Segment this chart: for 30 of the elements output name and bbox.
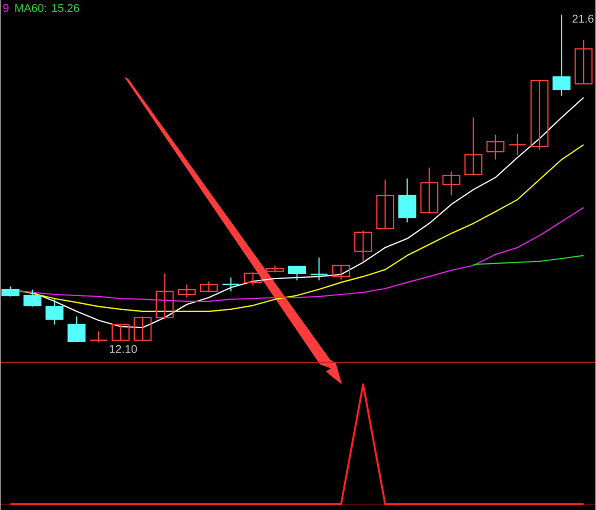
candlestick [156, 272, 174, 320]
candlestick [376, 178, 394, 230]
candlestick [90, 330, 108, 343]
candlestick [310, 256, 328, 281]
candlestick [398, 178, 416, 223]
candlestick [68, 316, 86, 342]
candlestick [200, 280, 218, 293]
candlestick [552, 14, 571, 96]
candlestick [354, 230, 372, 262]
annotation: 12.10 [110, 344, 137, 353]
candlestick [442, 171, 460, 196]
candlestick [420, 166, 438, 214]
candlestick [464, 116, 482, 175]
candlestick [508, 133, 526, 156]
text: MA60: 15.26 [15, 4, 80, 12]
candlestick [222, 276, 240, 292]
candlestick [486, 134, 504, 160]
candlestick [134, 316, 152, 341]
candlestick [288, 266, 306, 281]
candlestick [178, 284, 196, 298]
candlestick [332, 264, 350, 280]
candlestick [46, 298, 64, 325]
annotation: 21.6 [572, 14, 594, 23]
candlestick [112, 324, 130, 341]
candlestick [574, 39, 593, 84]
candlestick [23, 288, 42, 308]
candlestick [530, 80, 548, 150]
text: 9 [3, 4, 9, 12]
candlestick [244, 272, 262, 286]
candlestick [1, 286, 20, 298]
